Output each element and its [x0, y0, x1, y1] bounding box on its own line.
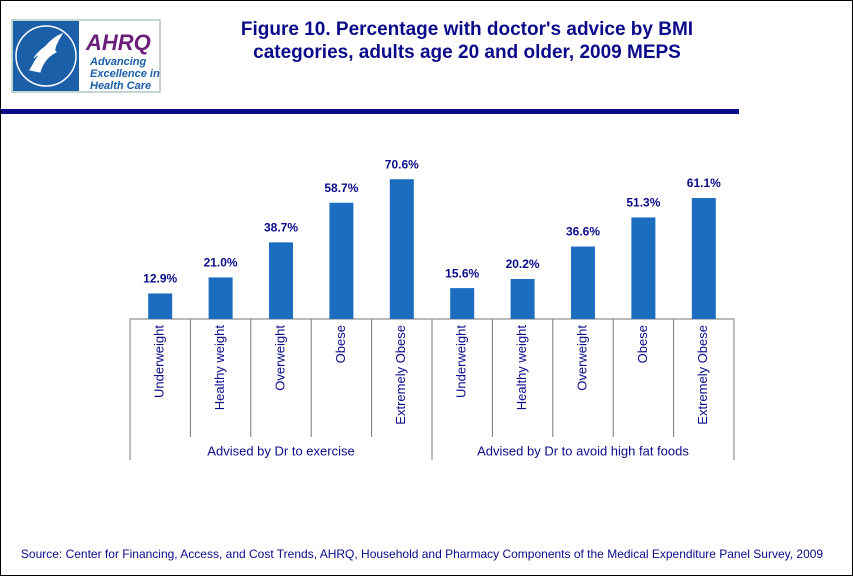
- group-label: Advised by Dr to avoid high fat foods: [477, 443, 689, 458]
- bar: [571, 246, 595, 319]
- bar: [691, 198, 716, 319]
- bar: [148, 293, 173, 319]
- bar: [329, 202, 354, 319]
- x-tick-label: Obese: [333, 325, 348, 363]
- x-tick-label: Obese: [635, 325, 650, 363]
- x-tick-label: Extremely Obese: [393, 325, 408, 425]
- header-rule: [1, 109, 739, 114]
- seal-ring: [15, 25, 77, 87]
- x-tick-label: Healthy weight: [514, 325, 529, 411]
- x-tick-label: Underweight: [152, 325, 167, 398]
- bar: [510, 279, 535, 319]
- value-label: 38.7%: [264, 221, 298, 235]
- chart-title: categories, adults age 20 and older, 200…: [253, 42, 681, 63]
- logo-tagline: Advancing: [89, 56, 147, 68]
- x-tick-label: Overweight: [574, 325, 589, 391]
- value-label: 51.3%: [626, 196, 660, 210]
- value-label: 58.7%: [324, 181, 358, 195]
- x-tick-label: Healthy weight: [212, 325, 227, 411]
- logo-name: AHRQ: [85, 30, 151, 55]
- chart-title: Figure 10. Percentage with doctor's advi…: [241, 19, 693, 40]
- value-label: 70.6%: [385, 157, 419, 171]
- value-label: 36.6%: [566, 225, 600, 239]
- x-tick-label: Overweight: [272, 325, 287, 391]
- value-label: 61.1%: [687, 176, 721, 190]
- bar: [631, 217, 656, 319]
- logo-tagline: Health Care: [90, 80, 151, 92]
- value-label: 20.2%: [506, 257, 540, 271]
- source-note: Source: Center for Financing, Access, an…: [21, 547, 824, 561]
- logo-tagline: Excellence in: [90, 68, 160, 80]
- bar: [389, 179, 414, 319]
- eagle: [29, 33, 64, 73]
- value-label: 21.0%: [204, 256, 238, 270]
- x-tick-label: Underweight: [454, 325, 469, 398]
- value-label: 15.6%: [445, 266, 479, 280]
- bar: [450, 288, 475, 319]
- logo: AHRQ Advancing Excellence in Health Care: [11, 19, 161, 93]
- group-label: Advised by Dr to exercise: [207, 443, 354, 458]
- x-tick-label: Extremely Obese: [695, 325, 710, 425]
- value-label: 12.9%: [143, 272, 177, 286]
- bar: [269, 242, 293, 319]
- bar: [208, 277, 233, 319]
